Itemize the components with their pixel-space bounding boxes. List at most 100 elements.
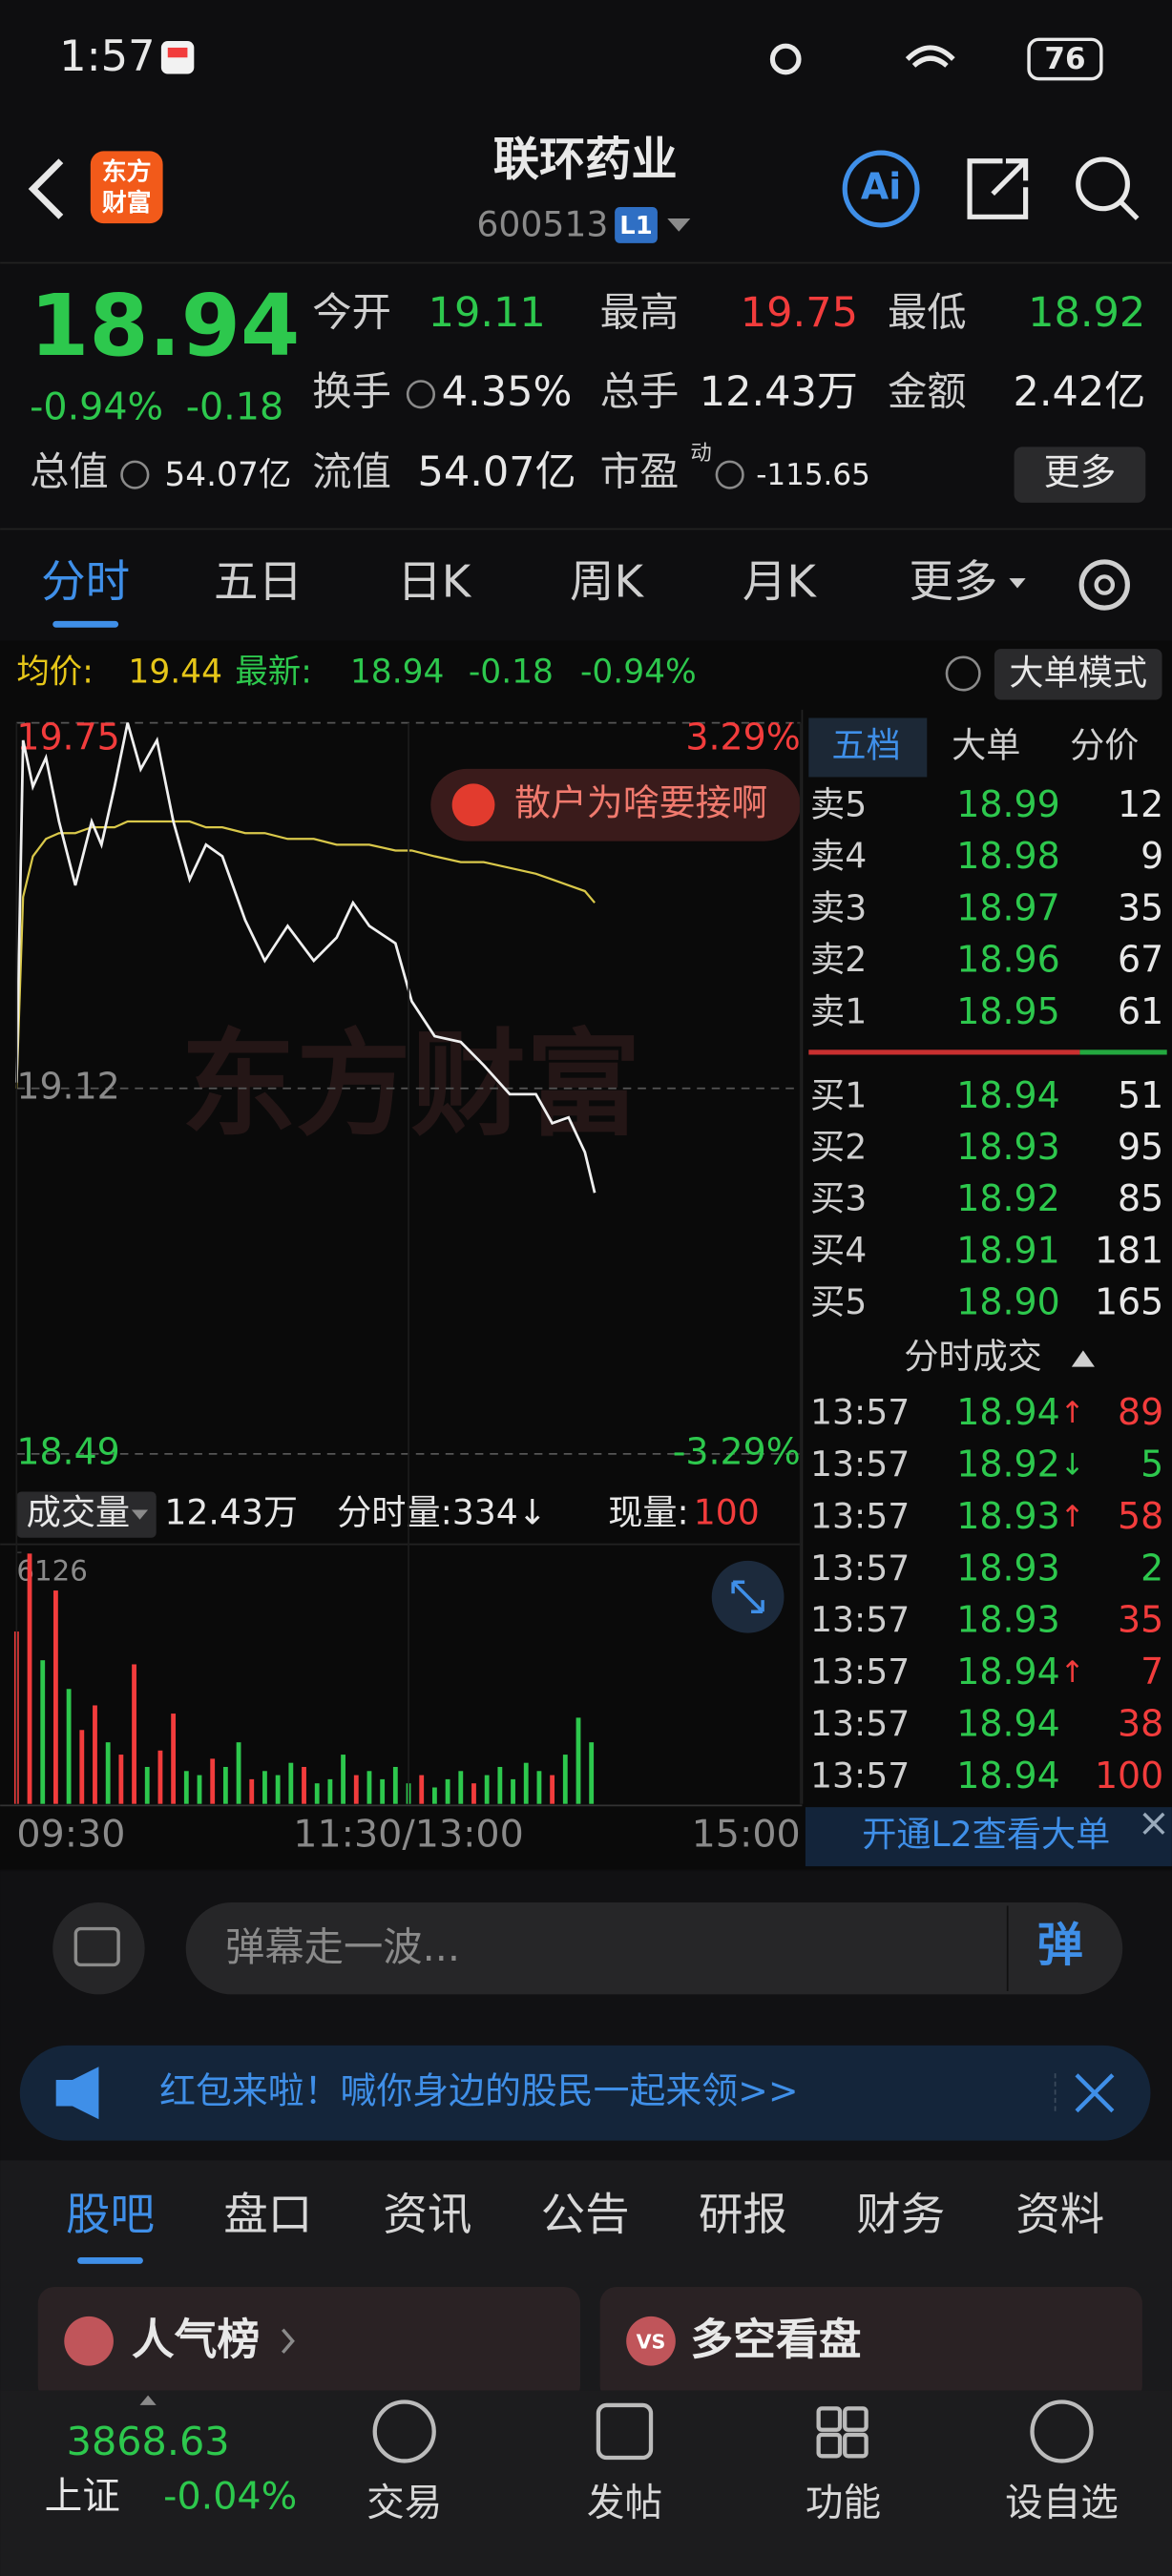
volume-bar (431, 1787, 437, 1804)
promo-bubble[interactable] (430, 768, 801, 841)
battery-icon (1027, 37, 1103, 81)
card-chevron (281, 2328, 295, 2354)
mode-button[interactable] (994, 649, 1162, 700)
volume-bar (66, 1689, 72, 1804)
mode-button-text[interactable]: 大单模式 (1009, 653, 1147, 694)
volume-bar (262, 1771, 267, 1804)
notification-icon-mark (167, 47, 188, 58)
content-tab[interactable]: 资讯 (383, 2189, 471, 2240)
chart-tab[interactable]: 月K (743, 556, 817, 608)
content-tab[interactable]: 财务 (856, 2189, 945, 2240)
book-volume: 95 (1118, 1126, 1163, 1168)
banner-close[interactable] (1075, 2073, 1115, 2113)
index-value[interactable]: 3868.63 (67, 2419, 230, 2464)
y-tick-label: 18.49 (16, 1430, 119, 1472)
card-icon-text: VS (637, 2330, 666, 2353)
volume-title[interactable]: 成交量 (27, 1492, 130, 1533)
search-button[interactable] (1076, 156, 1130, 212)
volume-minute: 分时量:334↓ (337, 1492, 547, 1533)
content-tab-indicator (77, 2256, 143, 2264)
volume-bar (511, 1778, 515, 1804)
book-price: 18.90 (956, 1281, 1059, 1323)
quote-label: 换手 (312, 368, 391, 414)
ai-button[interactable] (842, 150, 920, 228)
nav-item[interactable]: 交易 (366, 2481, 442, 2524)
back-button[interactable] (28, 158, 64, 219)
volume-current-label: 现量: (608, 1492, 689, 1533)
trade-time: 13:57 (810, 1548, 910, 1589)
change-pct: -0.94% (30, 384, 163, 428)
l2-link[interactable]: 开通L2查看大单 (862, 1814, 1110, 1855)
l2-close[interactable] (1142, 1812, 1165, 1835)
book-volume: 67 (1118, 939, 1163, 981)
volume-bar (314, 1783, 320, 1804)
trade-arrow: ↓ (1060, 1448, 1085, 1483)
danmaku-button[interactable]: 弹 (1037, 1919, 1083, 1972)
trade-price: 18.93 (956, 1599, 1059, 1641)
more-button-text[interactable]: 更多 (1044, 451, 1117, 493)
trade-time: 13:57 (810, 1444, 910, 1485)
stock-name: 联环药业 (493, 133, 678, 186)
card[interactable] (37, 2286, 580, 2402)
settings-button[interactable] (1078, 559, 1130, 611)
card-title[interactable]: 多空看盘 (690, 2314, 861, 2364)
content-tab[interactable]: 资料 (1015, 2189, 1104, 2240)
bottom-nav (0, 2390, 1172, 2576)
content-tab[interactable]: 公告 (541, 2189, 630, 2240)
order-tab[interactable]: 分价 (1070, 724, 1139, 765)
l2-bar[interactable] (805, 1807, 1172, 1867)
chart-tab[interactable]: 日K (397, 556, 471, 608)
book-ratio-buy (1079, 1049, 1167, 1055)
last-price: 18.94 (30, 277, 300, 376)
nav-item[interactable]: 发帖 (587, 2481, 662, 2524)
index-name[interactable]: 上证 (45, 2475, 120, 2519)
volume-bar (458, 1771, 464, 1804)
comment-placeholder[interactable]: 弹幕走一波... (225, 1924, 460, 1970)
y-tick-label: 6126 (16, 1554, 87, 1587)
index-change[interactable]: -0.04% (163, 2475, 297, 2519)
share-button[interactable] (967, 158, 1029, 219)
nav-item[interactable]: 设自选 (1005, 2481, 1119, 2524)
danmaku-settings[interactable] (52, 1902, 145, 1995)
chart-tab[interactable]: 分时 (41, 556, 130, 608)
x-tick-label: 15:00 (692, 1813, 801, 1857)
trade-arrow: ↑ (1060, 1655, 1085, 1690)
volume-bar (288, 1762, 294, 1804)
content-tab[interactable]: 盘口 (223, 2189, 312, 2240)
active-tab-indicator (52, 620, 119, 628)
quote-value: 12.43万 (700, 368, 858, 416)
nav-item[interactable]: 功能 (806, 2481, 881, 2524)
trade-volume: 7 (1141, 1651, 1163, 1693)
volume-bar (275, 1775, 281, 1804)
card-icon (64, 2316, 114, 2366)
chart-tab[interactable]: 周K (570, 556, 644, 608)
order-tab[interactable]: 五档 (831, 724, 900, 765)
nav-icon (816, 2406, 843, 2432)
book-label: 买5 (810, 1281, 867, 1322)
quote-value: 54.07亿 (418, 448, 576, 496)
content-tab[interactable]: 研报 (699, 2189, 787, 2240)
content-tab[interactable]: 股吧 (66, 2189, 155, 2240)
volume-bar (497, 1766, 503, 1804)
book-price: 18.96 (956, 939, 1059, 981)
banner[interactable] (19, 2045, 1151, 2141)
comment-input[interactable] (185, 1902, 1123, 1995)
order-tab[interactable]: 大单 (952, 724, 1020, 765)
chart-tab[interactable]: 五日 (214, 556, 303, 608)
book-price: 18.93 (956, 1126, 1059, 1168)
quote-value: 19.75 (741, 289, 858, 337)
book-price: 18.97 (956, 886, 1059, 928)
card-title[interactable]: 人气榜 (132, 2314, 260, 2364)
trade-arrow: ↑ (1060, 1500, 1085, 1534)
volume-bar (132, 1664, 136, 1804)
volume-bar (249, 1778, 255, 1804)
volume-selector[interactable] (16, 1491, 157, 1538)
banner-text[interactable]: 红包来啦！喊你身边的股民一起来领>> (159, 2069, 798, 2111)
more-button[interactable] (1014, 447, 1146, 503)
promo-text[interactable]: 散户为啥要接啊 (514, 781, 767, 823)
card[interactable] (599, 2286, 1142, 2402)
chart-tab[interactable]: 更多 (909, 556, 997, 608)
volume-bar (79, 1730, 85, 1804)
volume-bar (471, 1783, 476, 1804)
